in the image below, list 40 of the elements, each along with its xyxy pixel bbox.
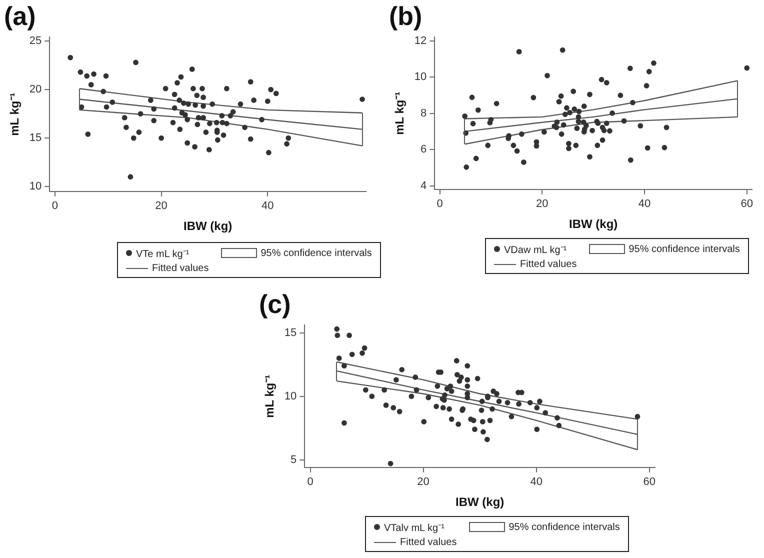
y-tick-label: 15 <box>284 326 297 339</box>
x-tick-label: 40 <box>262 200 274 212</box>
y-tick-label: 10 <box>414 71 427 84</box>
y-tick-label: 6 <box>420 144 427 156</box>
x-tick-label: 0 <box>436 198 443 210</box>
text: 95% confidence intervals <box>260 248 372 258</box>
text: 95% confidence intervals <box>628 244 740 254</box>
y-tick-label: 25 <box>29 35 42 48</box>
x-axis-title: IBW (kg) <box>568 217 618 232</box>
y-axis-title: mL kg⁻¹ <box>262 374 277 418</box>
legend-label: Fitted values <box>520 259 577 270</box>
chart-title: (c) <box>259 288 291 319</box>
y-tick-label: 8 <box>420 107 427 120</box>
x-axis-title: IBW (kg) <box>455 495 504 510</box>
x-tick-label: 40 <box>530 476 542 488</box>
x-tick-label: 60 <box>643 476 656 488</box>
legend-label: VDaw mL kg⁻¹ <box>504 244 567 256</box>
y-tick-label: 5 <box>290 454 297 466</box>
x-tick-label: 20 <box>155 200 168 212</box>
x-tick-label: 40 <box>638 198 651 210</box>
legend-label: VTalv mL kg⁻¹ <box>384 522 444 534</box>
x-tick-label: 60 <box>740 198 754 210</box>
legend-label: Fitted values <box>400 537 457 548</box>
x-tick-label: 0 <box>52 200 58 212</box>
chart-title: (b) <box>389 0 422 31</box>
y-tick-label: 12 <box>414 34 427 47</box>
x-tick-label: 0 <box>307 476 314 488</box>
legend-label: VTe mL kg⁻¹ <box>136 248 190 260</box>
text: 95% confidence intervals <box>508 522 620 532</box>
y-tick-label: 20 <box>29 84 42 96</box>
chart-title: (a) <box>4 0 36 31</box>
y-tick-label: 10 <box>29 180 42 193</box>
y-axis-title: mL kg⁻¹ <box>8 92 22 136</box>
y-tick-label: 4 <box>420 180 427 192</box>
x-axis-title: IBW (kg) <box>183 219 232 234</box>
y-axis-title: mL kg⁻¹ <box>392 92 407 135</box>
x-tick-label: 20 <box>536 198 548 210</box>
legend-label: Fitted values <box>152 263 209 274</box>
y-tick-label: 15 <box>29 132 42 144</box>
y-tick-label: 10 <box>284 390 297 402</box>
